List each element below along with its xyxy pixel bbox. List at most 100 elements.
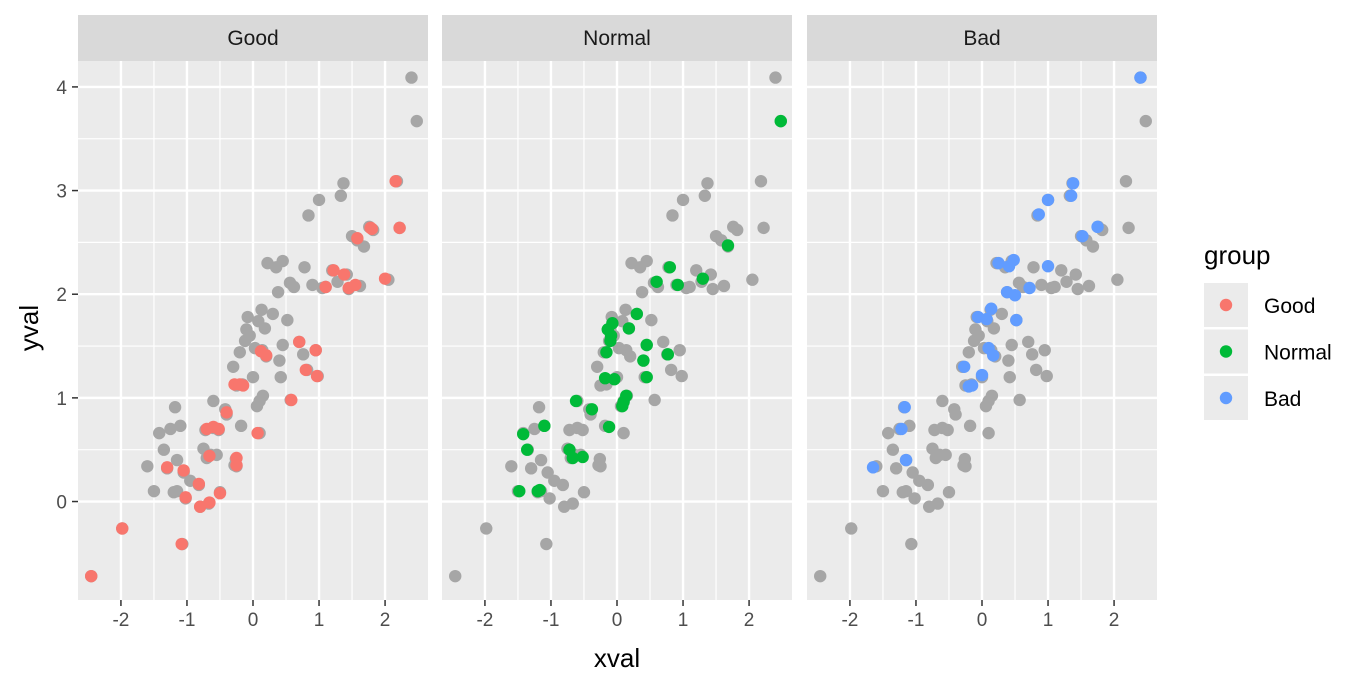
x-tick-label: 2: [380, 610, 391, 631]
point-background: [706, 282, 719, 296]
x-axis: -2 -1 0 1 2 -2 -1 0 1 2 -2 -1 0 1 2: [112, 600, 1119, 631]
x-tick-label: 2: [1109, 610, 1120, 631]
point-background: [645, 313, 658, 327]
point-background: [882, 426, 895, 440]
point-background: [534, 453, 548, 467]
point-good: [293, 335, 306, 349]
point-background: [168, 401, 182, 414]
strip-label-normal: Normal: [583, 27, 651, 50]
point-good: [203, 496, 216, 509]
point-background: [963, 419, 977, 433]
point-background: [675, 369, 688, 383]
point-background: [635, 285, 649, 299]
point-background: [1025, 348, 1039, 361]
point-good: [310, 369, 324, 383]
point-background: [619, 303, 632, 316]
point-background: [648, 393, 661, 407]
point-background: [543, 492, 556, 505]
legend-title: group: [1204, 240, 1271, 270]
point-background: [480, 522, 493, 535]
point-good: [299, 363, 313, 377]
point-normal: [602, 420, 616, 434]
point-bad: [957, 360, 971, 373]
point-good: [236, 379, 250, 392]
point-background: [982, 426, 995, 440]
point-bad: [1066, 177, 1080, 190]
point-normal: [640, 370, 653, 384]
point-background: [577, 486, 591, 499]
point-good: [393, 221, 406, 235]
point-good: [193, 500, 207, 513]
point-bad: [965, 379, 979, 392]
point-normal: [520, 443, 534, 456]
point-background: [933, 448, 946, 462]
point-bad: [1064, 189, 1078, 202]
point-normal: [663, 261, 677, 274]
point-background: [281, 313, 294, 327]
point-background: [1069, 268, 1082, 281]
x-tick-label: 1: [678, 610, 689, 631]
point-background: [243, 329, 256, 342]
point-background: [157, 443, 171, 456]
point-background: [1002, 354, 1015, 367]
point-background: [405, 71, 418, 84]
point-good: [260, 349, 273, 362]
point-background: [274, 370, 287, 384]
point-background: [701, 177, 714, 190]
y-tick-label: 3: [56, 182, 67, 203]
x-tick-label: 1: [314, 610, 325, 631]
point-background: [1003, 370, 1016, 384]
point-background: [899, 484, 913, 498]
point-normal: [696, 272, 710, 285]
legend: group Good Normal Bad: [1204, 240, 1332, 420]
point-bad: [987, 349, 1000, 362]
point-good: [177, 464, 190, 477]
point-background: [962, 346, 975, 359]
point-background: [814, 569, 827, 583]
point-background: [959, 460, 972, 473]
point-good: [213, 487, 227, 500]
point-background: [690, 264, 703, 277]
point-background: [170, 484, 184, 498]
point-normal: [640, 338, 653, 352]
panel-normal: Normal: [442, 15, 792, 600]
point-background: [941, 423, 954, 437]
point-background: [505, 460, 518, 473]
point-background: [905, 537, 918, 551]
point-background: [931, 497, 944, 510]
point-background: [906, 466, 919, 479]
point-background: [640, 254, 653, 268]
point-normal: [538, 419, 551, 433]
point-good: [337, 268, 351, 281]
point-good: [351, 232, 364, 245]
legend-key-point: [1219, 345, 1233, 358]
point-background: [886, 443, 900, 456]
point-background: [233, 346, 246, 359]
point-background: [995, 307, 1009, 321]
point-good: [220, 406, 233, 419]
point-background: [296, 348, 310, 361]
point-background: [556, 478, 570, 492]
point-normal: [604, 329, 618, 342]
point-background: [1071, 282, 1084, 296]
point-background: [532, 401, 546, 414]
point-background: [1027, 261, 1040, 274]
point-normal: [600, 346, 613, 359]
point-background: [1119, 175, 1133, 188]
x-tick-label: -1: [179, 610, 196, 631]
legend-item-bad: Bad: [1204, 376, 1301, 420]
panel-good: Good: [78, 15, 428, 600]
legend-key-point: [1219, 391, 1233, 405]
point-background: [757, 221, 770, 235]
point-good: [309, 343, 322, 357]
point-background: [1060, 275, 1073, 288]
x-tick-label: -2: [112, 610, 129, 631]
point-bad: [975, 368, 989, 382]
point-normal: [622, 322, 636, 335]
point-normal: [598, 371, 612, 385]
point-normal: [517, 427, 530, 441]
point-background: [698, 189, 712, 202]
point-normal: [569, 394, 583, 408]
point-bad: [1091, 220, 1104, 234]
